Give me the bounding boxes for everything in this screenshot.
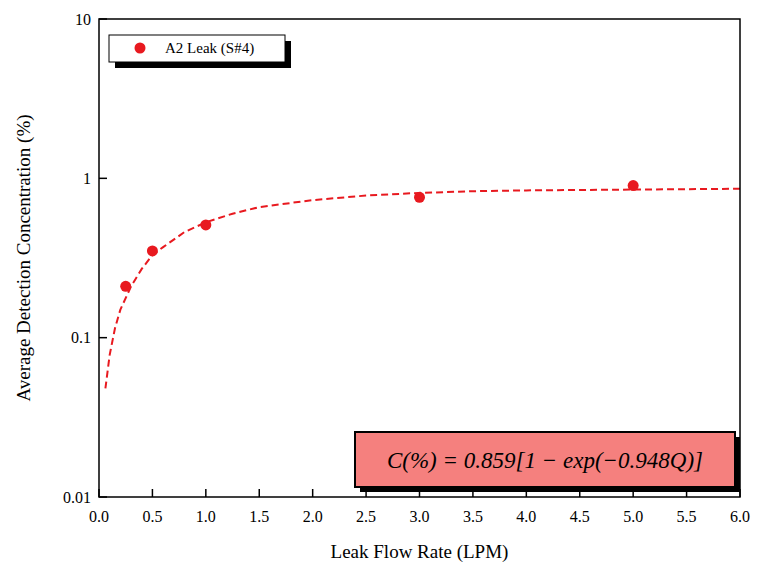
x-tick-label: 1.5 xyxy=(249,508,269,525)
data-point xyxy=(414,192,425,203)
y-tick xyxy=(99,496,107,498)
y-tick-label: 0.1 xyxy=(71,329,91,346)
x-tick-label: 5.0 xyxy=(623,508,643,525)
x-tick-label: 4.5 xyxy=(570,508,590,525)
x-tick-label: 0.5 xyxy=(142,508,162,525)
legend-marker xyxy=(135,43,146,54)
data-point xyxy=(200,219,211,230)
x-tick-label: 1.0 xyxy=(196,508,216,525)
y-axis-label: Average Detection Concentration (%) xyxy=(13,114,35,401)
plot-area xyxy=(105,180,740,388)
x-tick-label: 2.5 xyxy=(356,508,376,525)
x-tick xyxy=(205,489,207,497)
chart: 0.0 0.5 1.0 1.5 2.0 2.5 3.0 3.5 4.0 4.5 5.0 5.5 6.0 0… xyxy=(0,0,771,577)
x-tick-label: 3.5 xyxy=(463,508,483,525)
y-tick xyxy=(99,18,107,20)
x-tick-label: 5.5 xyxy=(677,508,697,525)
legend xyxy=(109,35,285,62)
x-tick-label: 2.0 xyxy=(303,508,323,525)
plot-frame xyxy=(99,19,740,497)
data-point xyxy=(147,245,158,256)
x-tick xyxy=(259,489,261,497)
data-point xyxy=(120,281,131,292)
annotation: C(%) = 0.859[1 − exp(−0.948Q)] xyxy=(387,448,703,473)
x-tick-label: 6.0 xyxy=(730,508,750,525)
y-tick-label: 1 xyxy=(83,170,91,187)
data-point xyxy=(628,180,639,191)
x-tick xyxy=(312,489,314,497)
x-tick-label: 0.0 xyxy=(89,508,109,525)
fit-line xyxy=(105,189,740,389)
x-tick-label: 3.0 xyxy=(410,508,430,525)
y-tick xyxy=(99,337,107,339)
x-tick xyxy=(152,489,154,497)
annotation-box xyxy=(355,432,735,487)
x-axis-label: Leak Flow Rate (LPM) xyxy=(331,541,509,563)
legend-label: A2 Leak (S#4) xyxy=(165,40,254,57)
x-tick xyxy=(98,489,100,497)
y-tick xyxy=(99,178,107,180)
y-tick-label: 10 xyxy=(75,11,91,28)
x-tick-label: 4.0 xyxy=(516,508,536,525)
y-tick-label: 0.01 xyxy=(63,489,91,506)
